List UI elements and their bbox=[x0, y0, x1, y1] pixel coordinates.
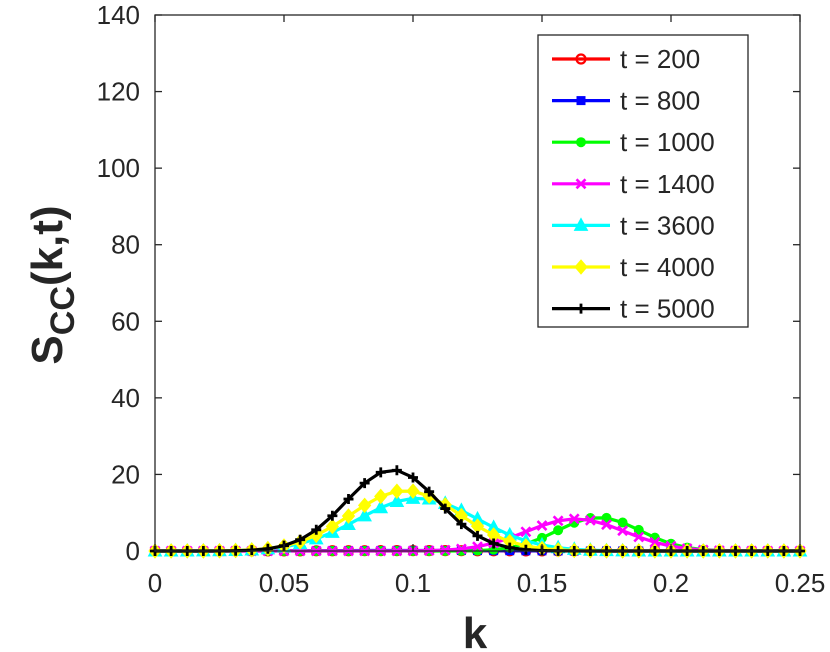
y-tick-label: 140 bbox=[97, 0, 140, 30]
data-point bbox=[389, 493, 405, 507]
legend-entry: t = 1400 bbox=[552, 169, 715, 199]
data-point bbox=[472, 530, 483, 541]
legend-entry: t = 4000 bbox=[552, 252, 715, 282]
legend-marker bbox=[576, 96, 586, 106]
data-point bbox=[374, 488, 388, 505]
legend-label: t = 5000 bbox=[620, 294, 715, 324]
data-point bbox=[408, 472, 418, 483]
data-point bbox=[455, 543, 467, 555]
data-point bbox=[325, 518, 340, 535]
data-point bbox=[357, 497, 372, 514]
data-point bbox=[553, 525, 564, 536]
x-tick-label: 0.1 bbox=[395, 568, 431, 598]
data-point bbox=[373, 499, 389, 514]
data-point bbox=[390, 483, 404, 499]
legend-entry: t = 1000 bbox=[552, 127, 715, 157]
legend-label: t = 3600 bbox=[620, 210, 715, 240]
y-tick-label: 60 bbox=[111, 306, 140, 336]
data-point bbox=[359, 478, 370, 489]
legend-entry: t = 800 bbox=[552, 86, 700, 116]
legend-marker bbox=[573, 217, 589, 231]
legend-marker bbox=[575, 53, 587, 65]
data-point bbox=[311, 524, 322, 535]
x-tick-label: 0.2 bbox=[653, 568, 689, 598]
legend-label: t = 4000 bbox=[620, 252, 715, 282]
legend: t = 200 t = 800 t = 1000 t = 1400 t = 3600 t … bbox=[537, 34, 749, 328]
data-point bbox=[327, 510, 338, 521]
svg-text:SCC(k,t): SCC(k,t) bbox=[23, 205, 82, 364]
x-tick-label: 0.15 bbox=[517, 568, 568, 598]
data-point bbox=[375, 467, 386, 478]
data-point bbox=[391, 465, 402, 476]
legend-label: t = 1400 bbox=[620, 169, 715, 199]
data-point bbox=[584, 514, 596, 526]
data-point bbox=[633, 531, 645, 543]
y-tick-label: 120 bbox=[97, 77, 140, 107]
data-point bbox=[552, 515, 564, 527]
data-point bbox=[601, 512, 612, 523]
data-point bbox=[357, 507, 372, 522]
y-axis-title: SCC(k,t) bbox=[23, 205, 82, 364]
data-point bbox=[520, 544, 531, 555]
y-tick-label: 20 bbox=[111, 459, 140, 489]
data-point bbox=[424, 486, 435, 497]
y-tick-label: 80 bbox=[111, 230, 140, 260]
legend-marker bbox=[576, 137, 586, 148]
legend-label: t = 1000 bbox=[620, 127, 715, 157]
data-point bbox=[568, 513, 580, 525]
data-point bbox=[456, 519, 467, 530]
x-tick-label: 0.05 bbox=[259, 568, 310, 598]
y-axis-title-main: S bbox=[23, 335, 72, 364]
data-point bbox=[520, 526, 532, 538]
data-point bbox=[439, 544, 451, 556]
data-point bbox=[406, 483, 420, 499]
data-point bbox=[246, 545, 257, 556]
data-point bbox=[601, 519, 612, 531]
y-tick-label: 100 bbox=[97, 153, 140, 183]
legend-label: t = 800 bbox=[620, 86, 700, 116]
x-tick-label: 0 bbox=[148, 568, 162, 598]
plot-box bbox=[154, 14, 801, 552]
data-point bbox=[633, 524, 644, 535]
legend-marker bbox=[574, 259, 588, 275]
data-point bbox=[295, 534, 306, 545]
data-point bbox=[536, 520, 548, 531]
x-tick-label: 0.25 bbox=[775, 568, 826, 598]
y-tick-label: 0 bbox=[126, 536, 140, 566]
data-point bbox=[343, 494, 354, 505]
data-point bbox=[262, 543, 273, 554]
legend-box bbox=[537, 34, 749, 328]
y-axis-title-tail: (k,t) bbox=[23, 205, 72, 286]
data-point bbox=[488, 538, 499, 549]
legend-label: t = 200 bbox=[620, 44, 700, 74]
data-point bbox=[649, 536, 661, 548]
data-point bbox=[341, 508, 356, 524]
legend-entry: t = 3600 bbox=[552, 210, 715, 240]
y-axis-title-subscript: CC bbox=[44, 286, 82, 335]
data-point bbox=[617, 517, 628, 528]
legend-entry: t = 200 bbox=[552, 44, 700, 74]
data-point bbox=[440, 503, 451, 514]
legend-marker bbox=[575, 178, 587, 190]
legend-marker bbox=[576, 303, 586, 314]
x-axis-title: k bbox=[463, 609, 488, 652]
data-point bbox=[472, 541, 483, 553]
legend-entry: t = 5000 bbox=[552, 294, 715, 324]
tick-layer: 0 0.05 0.1 0.15 0.2 0.25 0 20 40 60 80 100 120 140 bbox=[97, 0, 826, 598]
data-point bbox=[617, 525, 629, 537]
y-tick-label: 40 bbox=[111, 383, 140, 413]
